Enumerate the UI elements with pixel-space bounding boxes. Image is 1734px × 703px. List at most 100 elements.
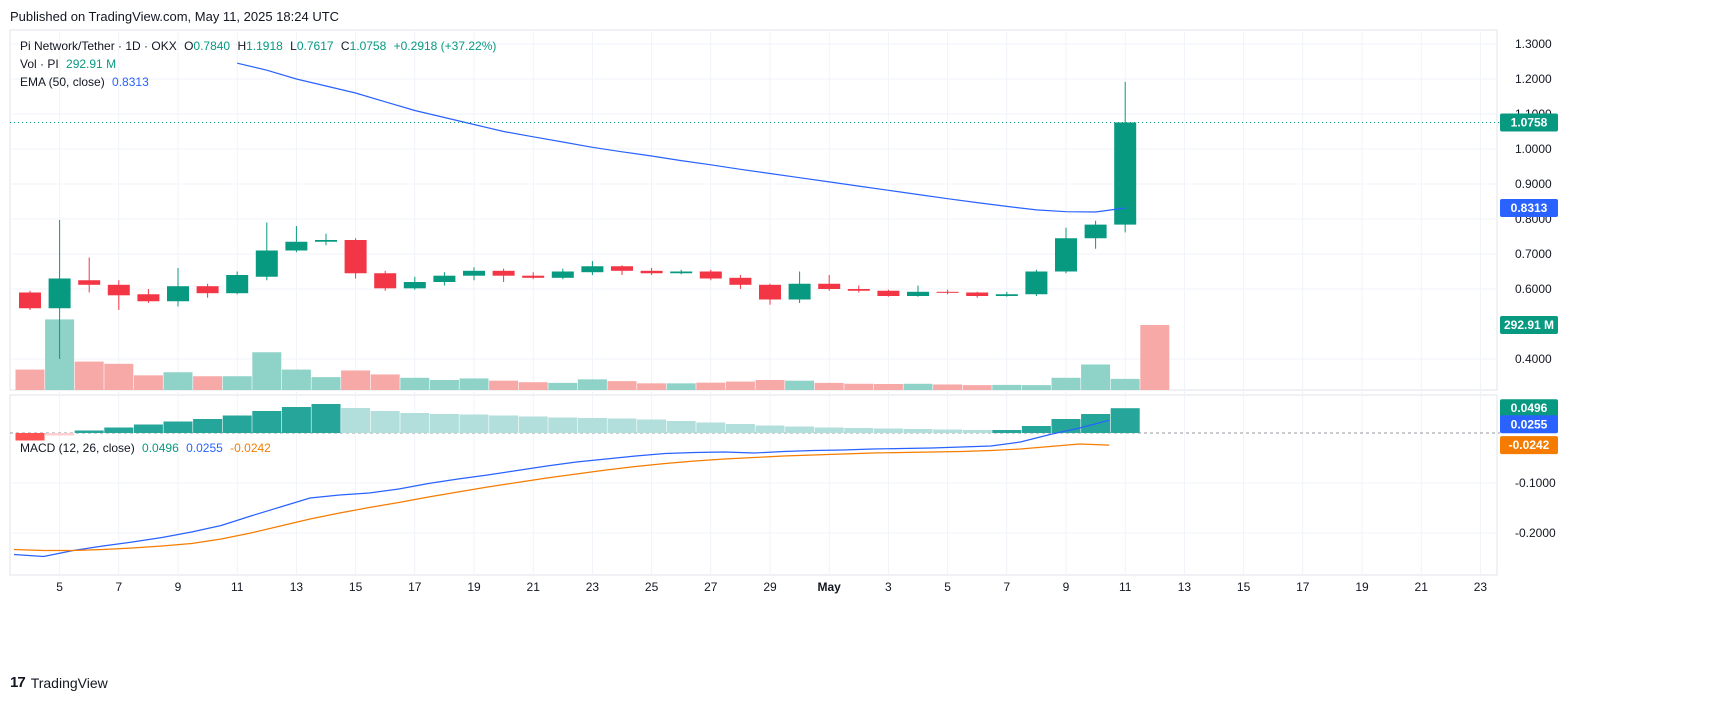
macd-signal-line — [13, 443, 1110, 552]
time-tick-label: 25 — [645, 580, 659, 594]
candle-body — [19, 292, 41, 309]
volume-badge: 292.91 M — [1504, 318, 1554, 332]
volume-bar — [962, 385, 992, 390]
macd-histogram-bar — [281, 407, 311, 433]
symbol-legend: Pi Network/Tether · 1D · OKX O0.7840 H1.… — [20, 39, 500, 53]
macd-line-badge-bg — [1500, 415, 1558, 434]
macd-tick-label: -0.2000 — [1515, 526, 1556, 540]
ema-line — [237, 62, 1126, 213]
time-tick-label: 9 — [175, 580, 182, 594]
macd-line — [13, 419, 1110, 558]
tradingview-logo-icon[interactable]: 17 — [10, 674, 26, 691]
candle-body — [48, 278, 71, 309]
volume-bar — [163, 372, 193, 390]
macd-histogram-bar — [341, 408, 371, 433]
time-tick-label: 17 — [1296, 580, 1310, 594]
candle-body — [995, 294, 1018, 296]
macd-histogram-bar — [74, 430, 104, 433]
time-tick-label: 13 — [1178, 580, 1192, 594]
candle-body — [196, 286, 219, 294]
volume-bar — [400, 377, 430, 390]
volume-bar — [104, 363, 134, 390]
volume-bar — [785, 380, 815, 390]
ema-value: 0.8313 — [112, 75, 149, 89]
macd-histogram-value: 0.0496 — [142, 441, 179, 455]
macd-histogram-bar — [696, 422, 726, 433]
candle-body — [344, 240, 367, 274]
macd-histogram-bar — [607, 418, 637, 433]
volume-bar — [755, 380, 785, 390]
time-tick-label: 9 — [1063, 580, 1070, 594]
time-tick-label: 11 — [231, 580, 244, 594]
time-tick-label: 15 — [349, 580, 363, 594]
volume-bar — [489, 380, 519, 390]
macd-signal-badge: -0.0242 — [1509, 438, 1550, 452]
candle-body — [1055, 238, 1077, 272]
volume-bar — [1140, 324, 1170, 390]
macd-histogram-bar — [755, 425, 785, 433]
volume-bar — [1110, 378, 1140, 390]
time-tick-label: 5 — [56, 580, 63, 594]
macd-line-value: 0.0255 — [186, 441, 223, 455]
macd-histogram-bar — [104, 427, 134, 433]
volume-bar — [193, 376, 223, 390]
volume-bar — [725, 381, 755, 390]
candle-body — [759, 284, 781, 300]
volume-bar — [133, 375, 163, 390]
candle-body — [818, 283, 841, 289]
time-tick-label: 21 — [527, 580, 541, 594]
footer: 17 TradingView — [10, 674, 108, 691]
time-tick-label: 15 — [1237, 580, 1251, 594]
volume-bar — [992, 384, 1022, 390]
macd-legend[interactable]: MACD (12, 26, close) 0.0496 0.0255 -0.02… — [20, 441, 275, 455]
brand-name[interactable]: TradingView — [30, 674, 108, 691]
volume-badge-bg — [1500, 315, 1558, 334]
candle-body — [433, 275, 456, 282]
macd-histogram-bar — [725, 424, 755, 433]
macd-histogram-bar — [370, 411, 400, 433]
volume-bar — [548, 382, 578, 390]
macd-histogram-bar — [577, 418, 607, 433]
time-tick-label: 19 — [467, 580, 481, 594]
symbol-name[interactable]: Pi Network/Tether · 1D · OKX — [20, 39, 177, 53]
candle-body — [226, 275, 249, 294]
volume-bar — [844, 383, 874, 390]
volume-bar — [1081, 364, 1111, 390]
macd-signal-value: -0.0242 — [230, 441, 271, 455]
volume-legend[interactable]: Vol · PI 292.91 M — [20, 57, 120, 71]
candle-body — [255, 250, 278, 277]
candle-body — [581, 266, 604, 273]
macd-histogram-bar — [489, 415, 519, 433]
macd-histogram-bar — [873, 428, 903, 433]
time-tick-label: 23 — [1474, 580, 1488, 594]
volume-bar — [222, 376, 252, 390]
macd-histogram-bar — [518, 416, 548, 433]
open-value: 0.7840 — [193, 39, 231, 53]
volume-bar — [252, 352, 282, 390]
volume-bar — [281, 369, 311, 390]
macd-histogram-bar — [933, 429, 963, 433]
candle-body — [1114, 122, 1137, 225]
macd-histogram-bar — [429, 414, 459, 433]
candle-body — [167, 286, 189, 302]
high-value: 1.1918 — [246, 39, 283, 53]
time-tick-label: May — [818, 580, 842, 594]
candle-body — [137, 294, 160, 302]
candle-body — [788, 283, 811, 300]
candle-body — [670, 271, 693, 274]
time-tick-label: 13 — [290, 580, 304, 594]
macd-histogram-bar — [163, 421, 193, 433]
time-tick-label: 17 — [408, 580, 422, 594]
ema-label: EMA (50, close) — [20, 75, 105, 89]
candle-body — [936, 291, 959, 293]
candle-body — [374, 273, 397, 289]
candle-body — [463, 270, 485, 276]
volume-value: 292.91 M — [66, 57, 117, 71]
published-header: Published on TradingView.com, May 11, 20… — [10, 9, 340, 24]
candle-body — [1025, 271, 1048, 295]
volume-bar — [814, 382, 844, 390]
ema-legend[interactable]: EMA (50, close) 0.8313 — [20, 75, 153, 89]
candle-body — [907, 291, 929, 296]
price-tick-label: 0.7000 — [1515, 247, 1552, 261]
